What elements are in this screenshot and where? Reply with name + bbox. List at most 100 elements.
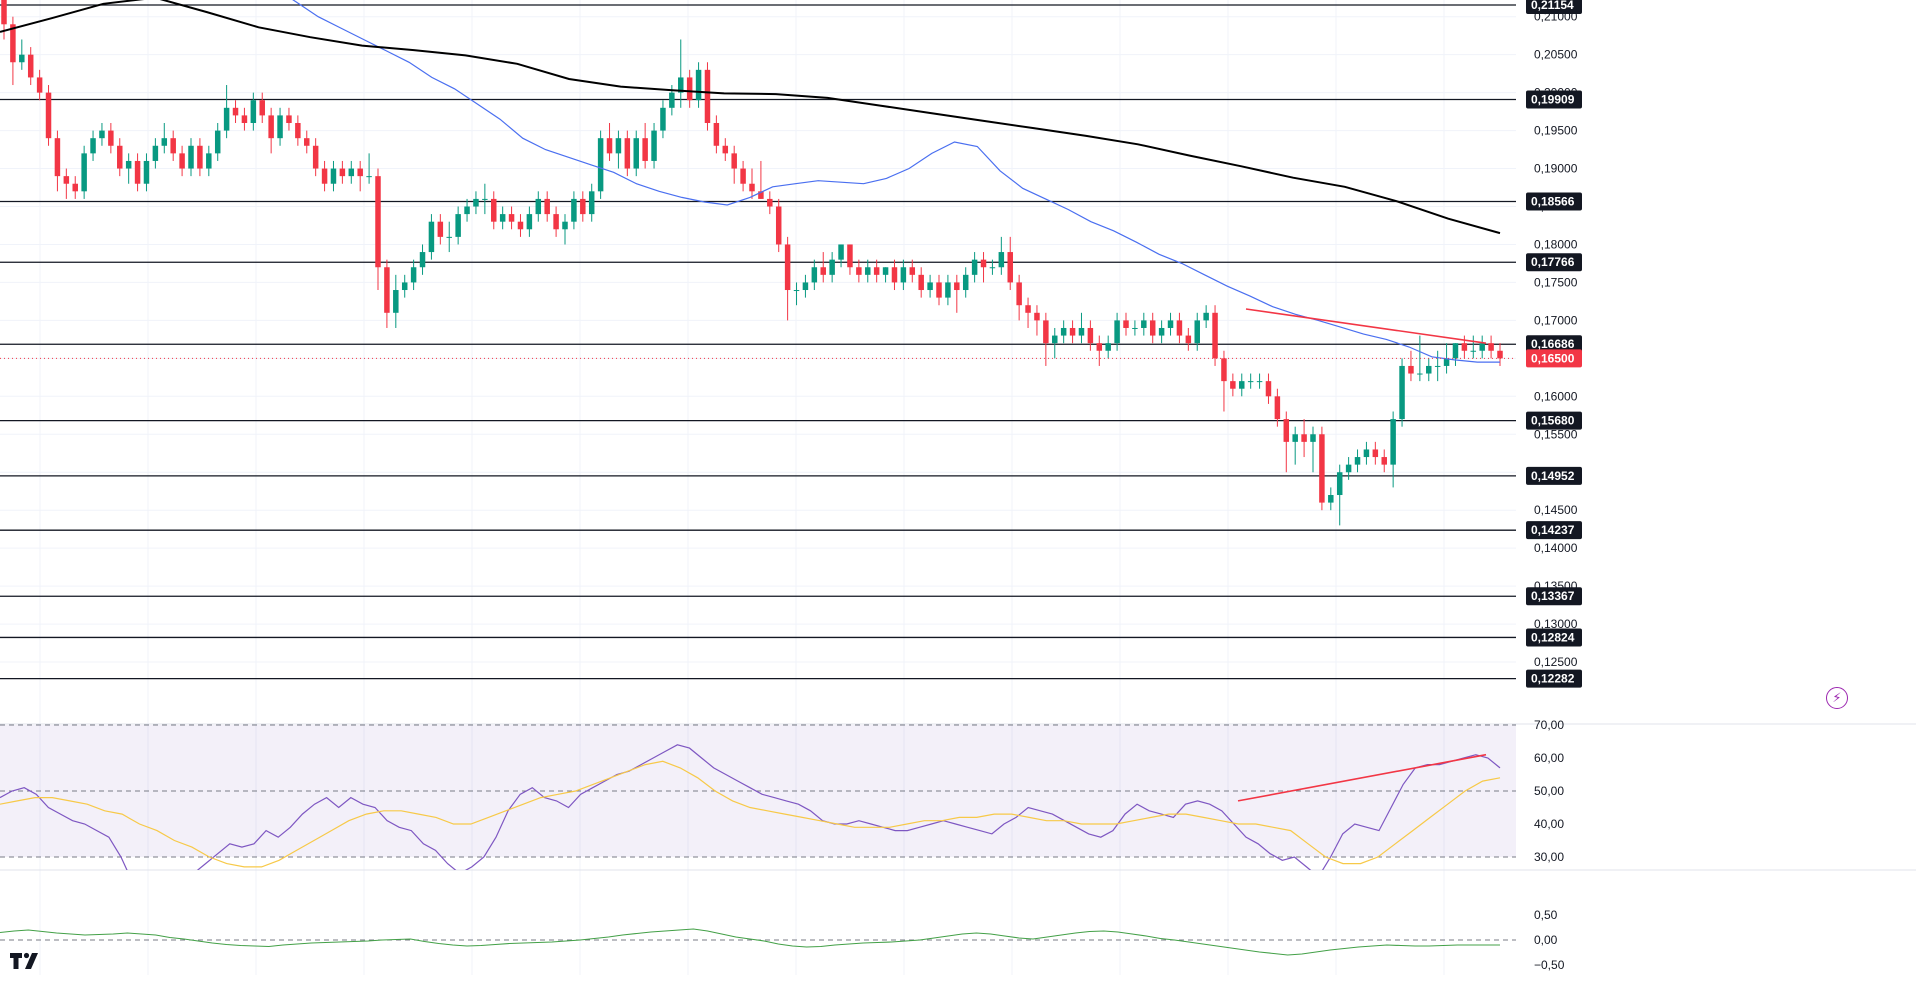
candle-body (838, 244, 844, 260)
candle-body (81, 153, 87, 192)
price-axis-tick: 0,18000 (1534, 237, 1578, 251)
candle-body (811, 267, 818, 283)
price-trendline (1245, 308, 1487, 344)
candle-body (375, 176, 381, 268)
candle-body (1149, 320, 1156, 336)
candle-body (1132, 327, 1138, 329)
candle-body (170, 138, 176, 154)
candle-body (1078, 327, 1085, 336)
candle-body (713, 122, 720, 146)
rsi-signal-line (0, 760, 1501, 868)
candle-body (161, 138, 168, 146)
candle-body (1488, 343, 1494, 351)
level-label-bg (1526, 466, 1582, 485)
candle-body (1345, 464, 1352, 473)
candle-body (99, 130, 105, 139)
candle-body (580, 198, 586, 215)
candle-body (321, 168, 328, 184)
candle-body (1470, 350, 1477, 352)
candle-body (10, 24, 16, 63)
rsi-axis-tick: 40,00 (1534, 817, 1564, 831)
candle-body (384, 267, 390, 313)
candle-body (223, 107, 230, 131)
candle-body (1176, 320, 1183, 336)
candle-body (232, 107, 239, 116)
rsi-axis-tick: 50,00 (1534, 784, 1564, 798)
candle-body (553, 214, 559, 230)
candle-body (464, 206, 470, 215)
candle-body (312, 145, 319, 169)
level-label: 0,12824 (1531, 630, 1575, 644)
candle-body (304, 138, 310, 146)
candle-body (856, 267, 862, 275)
level-label: 0,21154 (1531, 0, 1574, 12)
candle-body (1141, 320, 1147, 328)
candle-body (793, 290, 800, 292)
candle-body (1274, 396, 1281, 420)
candle-body (1158, 327, 1165, 336)
candle-body (286, 115, 292, 123)
rsi-line (0, 744, 1501, 870)
candle-body (1417, 373, 1423, 375)
candle-body (971, 259, 978, 275)
candle-body (437, 221, 444, 237)
candle-body (1301, 434, 1307, 442)
candle-body (891, 267, 898, 283)
level-label-bg (1526, 192, 1582, 211)
tradingview-logo[interactable] (8, 949, 44, 973)
lightning-icon[interactable]: ⚡ (1826, 687, 1848, 709)
candle-body (214, 130, 221, 154)
candle-body (945, 282, 951, 298)
candle-body (1461, 343, 1468, 351)
candle-body (108, 130, 114, 146)
level-label: 0,12282 (1531, 672, 1575, 686)
candle-body (597, 138, 604, 192)
candle-body (206, 153, 212, 169)
candle-body (1319, 434, 1325, 503)
candle-body (277, 115, 283, 139)
candle-body (784, 244, 791, 291)
current-price-label-bg (1526, 349, 1582, 368)
candle-body (900, 267, 907, 283)
candle-body (1007, 252, 1013, 283)
candle-body (348, 168, 355, 177)
price-axis-tick: 0,14000 (1534, 541, 1578, 555)
price-axis-tick: 0,19000 (1534, 162, 1578, 176)
candle-body (1443, 358, 1450, 366)
candle-body (651, 130, 657, 161)
candle-body (1043, 320, 1049, 344)
oscillator-line (0, 928, 1500, 956)
candle-body (873, 267, 880, 275)
rsi-axis-tick: 70,00 (1534, 718, 1564, 732)
candle-body (19, 54, 25, 63)
candle-body (419, 252, 426, 268)
candle-body (1372, 449, 1379, 458)
candle-body (882, 267, 889, 275)
candle-body (1194, 320, 1200, 344)
candle-body (722, 145, 729, 154)
level-label: 0,13367 (1531, 589, 1575, 603)
candle-body (428, 221, 435, 253)
candle-body (357, 168, 363, 177)
level-label-bg (1526, 335, 1582, 354)
candle-body (188, 145, 194, 169)
candle-body (936, 282, 942, 298)
candle-body (660, 107, 666, 131)
candle-body (152, 145, 159, 161)
candle-body (758, 191, 764, 199)
candle-body (775, 206, 782, 245)
candle-body (508, 214, 515, 222)
candle-body (588, 191, 595, 215)
candle-body (731, 153, 737, 169)
level-label: 0,18566 (1531, 194, 1575, 208)
candle-body (865, 267, 871, 275)
candle-body (1212, 312, 1218, 359)
price-axis-tick: 0,15500 (1534, 427, 1578, 441)
candle-body (704, 69, 711, 123)
candle-body (90, 138, 96, 154)
candle-body (1247, 381, 1254, 383)
candle-body (366, 176, 372, 178)
candle-body (179, 153, 185, 169)
